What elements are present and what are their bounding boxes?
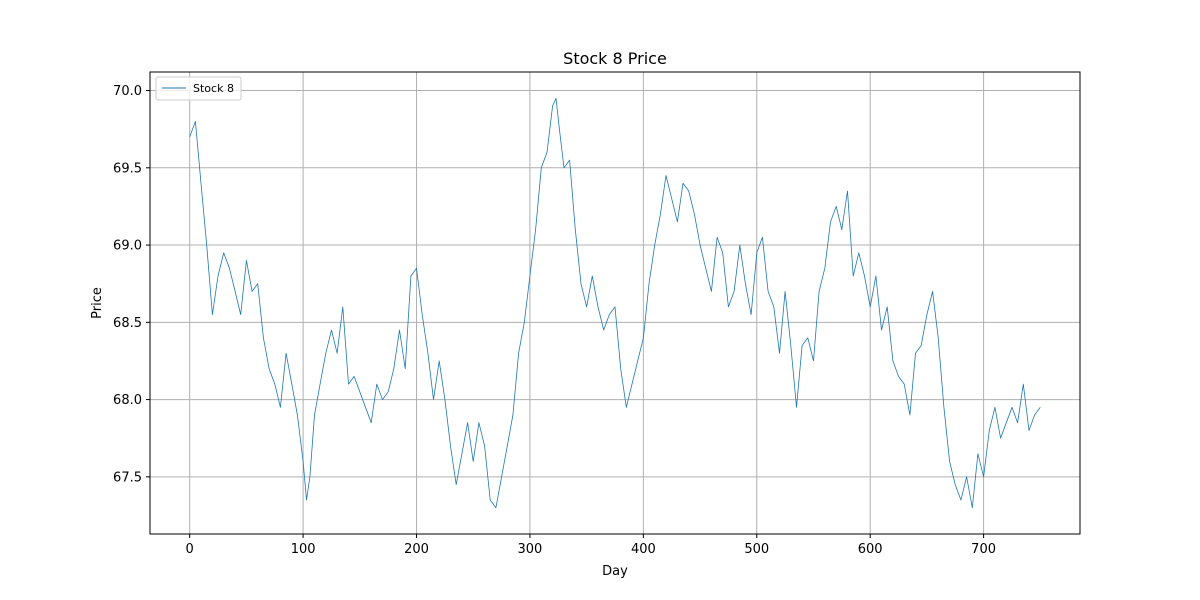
x-tick-label: 500	[744, 542, 769, 557]
legend-box	[155, 76, 242, 101]
y-axis-ticks: 67.5 68.0 68.5 69.0 69.5 70.0	[113, 84, 150, 485]
y-tick-label: 68.5	[113, 316, 142, 331]
y-tick-label: 69.0	[113, 239, 142, 254]
x-tick-label: 100	[291, 542, 316, 557]
y-tick-label: 67.5	[113, 470, 142, 485]
y-tick-label: 68.0	[113, 393, 142, 408]
series-layer	[189, 97, 1041, 509]
gridlines	[150, 72, 1080, 534]
axes-frame	[149, 71, 1081, 535]
y-axis-label: Price	[90, 287, 105, 319]
y-tick-label: 69.5	[113, 161, 142, 176]
x-axis-ticks: 0 100 200 300 400 500 600 700	[186, 534, 996, 557]
x-tick-label: 200	[404, 542, 429, 557]
legend-label: Stock 8	[193, 82, 234, 95]
x-tick-label: 700	[971, 542, 996, 557]
series-line-stock-8	[189, 97, 1041, 509]
y-tick-label: 70.0	[113, 84, 142, 99]
x-tick-label: 300	[518, 542, 543, 557]
chart-title: Stock 8 Price	[563, 49, 667, 68]
legend: Stock 8	[155, 76, 242, 101]
x-tick-label: 600	[858, 542, 883, 557]
x-tick-label: 0	[186, 542, 194, 557]
x-axis-label: Day	[602, 564, 628, 579]
x-tick-label: 400	[631, 542, 656, 557]
